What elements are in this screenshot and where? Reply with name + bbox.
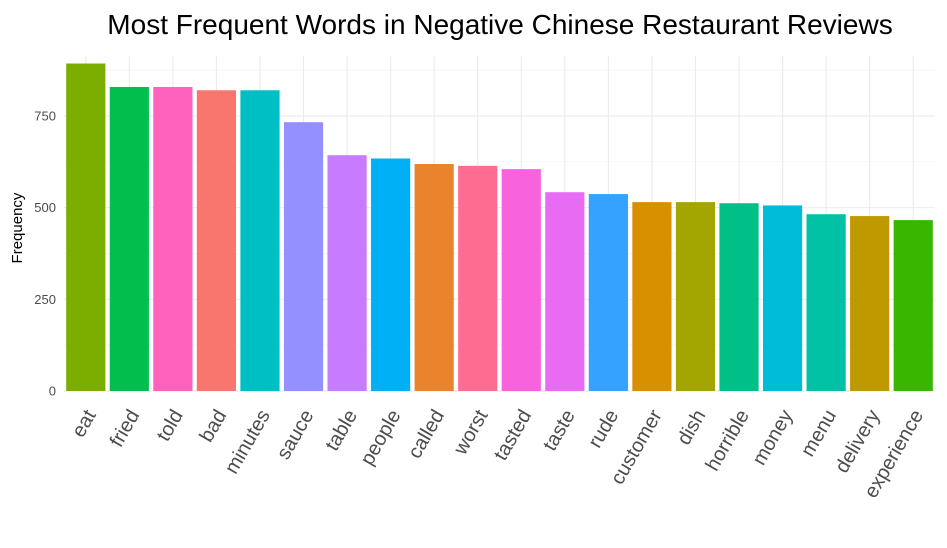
x-tick-label-people: people [356,406,405,469]
y-tick-label: 250 [34,292,56,307]
bars [66,63,933,392]
y-axis-ticks: 0 250 500 750 [34,108,56,398]
bar-eat [66,63,106,392]
bar-fried [109,86,149,391]
x-tick-label-menu: menu [797,406,841,460]
bar-tasted [501,169,541,391]
bar-horrible [719,203,759,391]
bar-told [153,86,193,391]
bar-people [371,158,411,391]
bar-sauce [283,122,324,391]
bar-experience [893,220,933,391]
bar-bad [196,90,237,391]
bar-dish [675,202,716,391]
bar-delivery [850,216,890,391]
bar-minutes [240,90,280,391]
x-tick-label-bad: bad [196,406,232,446]
y-axis-label: Frequency [9,192,26,263]
x-tick-label-dish: dish [673,406,710,449]
x-tick-label-horrible: horrible [702,406,754,475]
bar-worst [458,165,498,391]
x-tick-label-eat: eat [68,406,101,441]
chart-title: Most Frequent Words in Negative Chinese … [107,9,892,40]
x-tick-label-table: table [321,406,362,455]
x-tick-label-told: told [153,406,188,445]
x-tick-label-taste: taste [539,406,580,455]
bar-taste [545,192,585,391]
bar-called [414,163,454,391]
x-tick-label-money: money [748,406,797,469]
bar-table [327,155,367,391]
bar-customer [632,202,672,391]
x-tick-label-called: called [404,406,449,462]
x-tick-label-tasted: tasted [490,406,536,464]
y-tick-label: 500 [34,200,56,215]
y-tick-label: 750 [34,108,56,123]
x-tick-label-rude: rude [584,406,623,452]
bar-menu [806,214,846,391]
x-tick-label-fried: fried [106,406,145,451]
y-tick-label: 0 [49,384,56,399]
bar-rude [588,194,628,391]
bar-money [762,205,803,391]
x-tick-label-sauce: sauce [273,406,319,463]
gridlines [64,56,935,392]
x-tick-label-worst: worst [449,406,493,460]
